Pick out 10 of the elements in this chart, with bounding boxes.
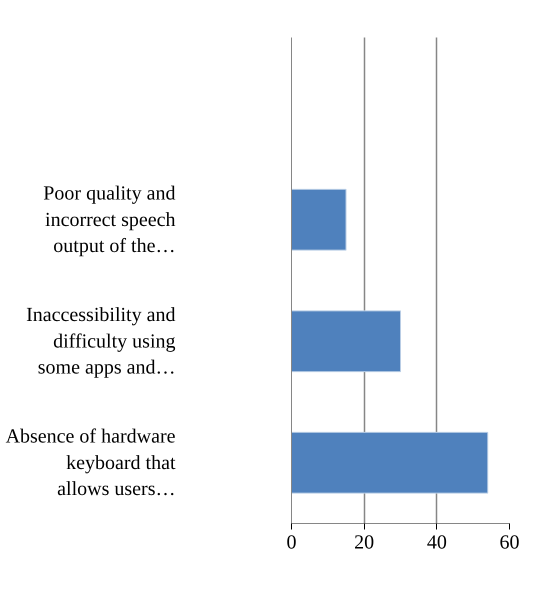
y-tick-label: Inaccessibility and difficulty using some apps and… xyxy=(26,304,176,379)
bar xyxy=(292,310,401,372)
y-tick-label: Poor quality and incorrect speech output of the… xyxy=(43,182,176,258)
x-tick-label: 20 xyxy=(354,532,374,554)
x-tick-label: 40 xyxy=(426,532,447,554)
x-tick-label: 60 xyxy=(500,532,520,554)
bar xyxy=(292,188,346,251)
y-tick-label: Absence of hardware keyboard that allows users… xyxy=(6,425,176,500)
x-tick-label: 0 xyxy=(286,532,296,554)
bar xyxy=(292,432,488,494)
